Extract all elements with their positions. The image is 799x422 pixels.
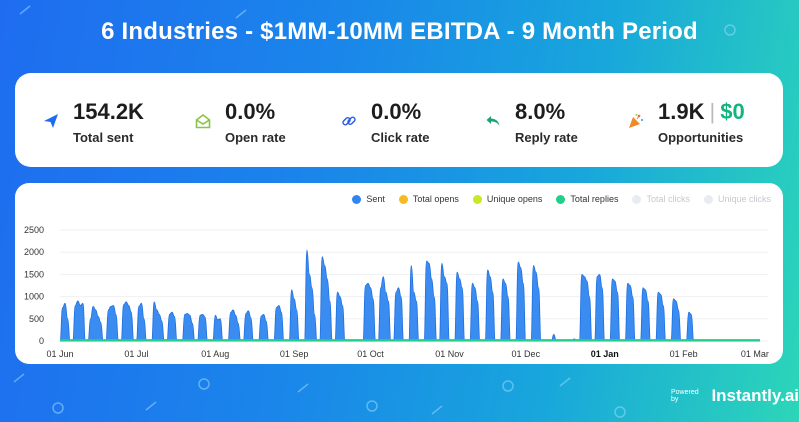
opportunities-value: $0 bbox=[720, 99, 745, 124]
stats-card: 154.2K Total sent 0.0% Open rate 0.0% Cl… bbox=[15, 73, 783, 167]
x-tick-label: 01 Mar bbox=[741, 349, 769, 359]
stat-label: Total sent bbox=[73, 130, 134, 145]
legend-dot bbox=[556, 194, 566, 204]
legend-label: Unique opens bbox=[486, 194, 543, 204]
legend-dot bbox=[703, 194, 713, 204]
legend-item-total-clicks[interactable]: Total clicks bbox=[632, 194, 690, 204]
x-tick-label: 01 Aug bbox=[201, 349, 229, 359]
stat-label: Click rate bbox=[371, 130, 430, 145]
legend-dot bbox=[398, 194, 408, 204]
y-tick-label: 1500 bbox=[24, 269, 44, 279]
brand-logo-text[interactable]: Instantly.ai bbox=[711, 386, 799, 405]
stat-value: 8.0% bbox=[515, 99, 566, 124]
stat-value: 0.0% bbox=[225, 99, 276, 124]
y-tick-label: 500 bbox=[29, 314, 44, 324]
legend-label: Sent bbox=[366, 194, 385, 204]
stat-value: 1.9K | $0 bbox=[658, 99, 745, 125]
y-tick-label: 2500 bbox=[24, 225, 44, 235]
activity-chart: 0 500 1000 1500 2000 2500 01 Jun 01 Jul 01 Aug 01… bbox=[24, 225, 769, 359]
link-icon bbox=[342, 116, 356, 126]
y-tick-label: 1000 bbox=[24, 292, 44, 302]
y-tick-label: 0 bbox=[39, 336, 44, 346]
reply-icon bbox=[486, 116, 500, 126]
legend-dot bbox=[472, 194, 482, 204]
chart-legend: Sent Total opens Unique opens Total repl… bbox=[352, 194, 771, 204]
x-tick-label: 01 Oct bbox=[357, 349, 384, 359]
envelope-open-icon bbox=[195, 113, 211, 129]
legend-label: Total opens bbox=[412, 194, 459, 204]
chart-card: Sent Total opens Unique opens Total repl… bbox=[15, 183, 783, 364]
x-tick-label: 01 Sep bbox=[280, 349, 309, 359]
stat-value: 154.2K bbox=[73, 99, 144, 124]
legend-label: Unique clicks bbox=[717, 194, 771, 204]
paper-plane-icon bbox=[44, 114, 58, 128]
legend-item-unique-opens[interactable]: Unique opens bbox=[472, 194, 543, 204]
stat-value: 0.0% bbox=[371, 99, 422, 124]
x-tick-label: 01 Feb bbox=[670, 349, 698, 359]
powered-by-label: Powered by bbox=[671, 389, 699, 403]
legend-item-sent[interactable]: Sent bbox=[352, 194, 385, 204]
stat-label: Open rate bbox=[225, 130, 286, 145]
x-tick-label: 01 Dec bbox=[512, 349, 541, 359]
stat-label: Reply rate bbox=[515, 130, 578, 145]
x-tick-label: 01 Jun bbox=[46, 349, 73, 359]
legend-item-total-opens[interactable]: Total opens bbox=[398, 194, 459, 204]
legend-label: Total replies bbox=[570, 194, 619, 204]
legend-item-total-replies[interactable]: Total replies bbox=[556, 194, 618, 204]
value-divider: | bbox=[709, 99, 716, 124]
powered-by: Powered by Instantly.ai bbox=[671, 386, 799, 406]
page-title: 6 Industries - $1MM-10MM EBITDA - 9 Mont… bbox=[101, 18, 698, 45]
legend-item-unique-clicks[interactable]: Unique clicks bbox=[703, 194, 771, 204]
opportunities-count: 1.9K bbox=[658, 99, 705, 124]
x-tick-label: 01 Nov bbox=[435, 349, 464, 359]
x-tick-label: 01 Jan bbox=[591, 349, 619, 359]
party-popper-icon bbox=[629, 113, 644, 128]
legend-label: Total clicks bbox=[646, 194, 690, 204]
x-tick-label: 01 Jul bbox=[124, 349, 148, 359]
series-area-sent bbox=[59, 249, 697, 342]
y-tick-label: 2000 bbox=[24, 247, 44, 257]
stat-label: Opportunities bbox=[658, 130, 744, 145]
legend-dot bbox=[352, 194, 362, 204]
legend-dot bbox=[632, 194, 642, 204]
